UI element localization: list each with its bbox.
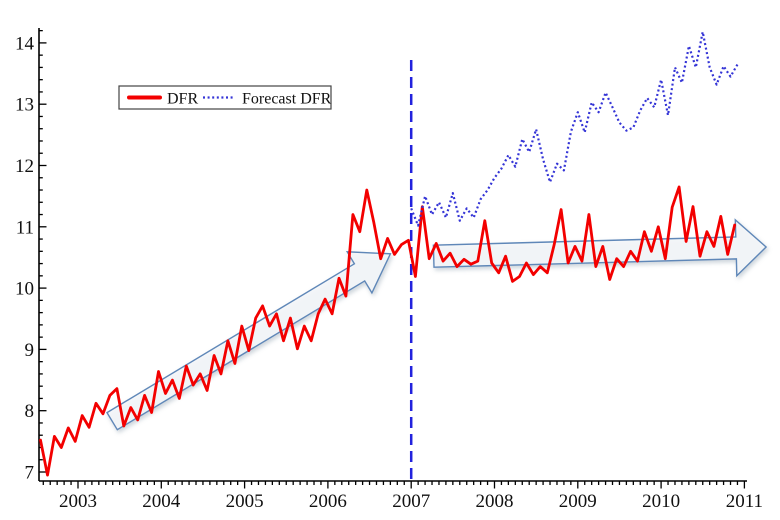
y-tick-label: 13 xyxy=(15,95,34,116)
flat-trend-arrow xyxy=(432,218,768,278)
legend-box xyxy=(118,85,332,110)
legend-dfr-label: DFR xyxy=(167,91,198,108)
y-tick-label: 11 xyxy=(16,217,34,238)
series-layer xyxy=(39,30,739,477)
x-tick-label: 2008 xyxy=(475,491,513,512)
trend-arrows-layer xyxy=(106,218,768,431)
y-tick-label: 10 xyxy=(15,279,34,300)
y-tick-label: 8 xyxy=(25,401,35,422)
legend: DFR Forecast DFR xyxy=(118,85,332,110)
y-tick-label: 14 xyxy=(15,33,35,54)
y-tick-label: 7 xyxy=(25,463,35,484)
x-tick-label: 2005 xyxy=(226,491,264,512)
y-tick-label: 9 xyxy=(25,340,35,361)
legend-forecast-label: Forecast DFR xyxy=(242,91,332,108)
dfr-line xyxy=(39,185,737,477)
x-tick-label: 2011 xyxy=(726,491,763,512)
x-tick-label: 2003 xyxy=(59,491,97,512)
forecast-dfr-line xyxy=(410,30,739,227)
y-tick-label: 12 xyxy=(15,156,34,177)
x-tick-label: 2010 xyxy=(642,491,680,512)
axes-layer: 7 8 9 10 11 12 13 14 2003 2004 2005 2006 2007 2008 200… xyxy=(15,28,763,512)
x-tick-label: 2009 xyxy=(559,491,597,512)
rising-trend-arrow xyxy=(106,251,392,431)
x-tick-label: 2004 xyxy=(142,491,181,512)
x-tick-label: 2006 xyxy=(309,491,347,512)
x-tick-label: 2007 xyxy=(392,491,430,512)
